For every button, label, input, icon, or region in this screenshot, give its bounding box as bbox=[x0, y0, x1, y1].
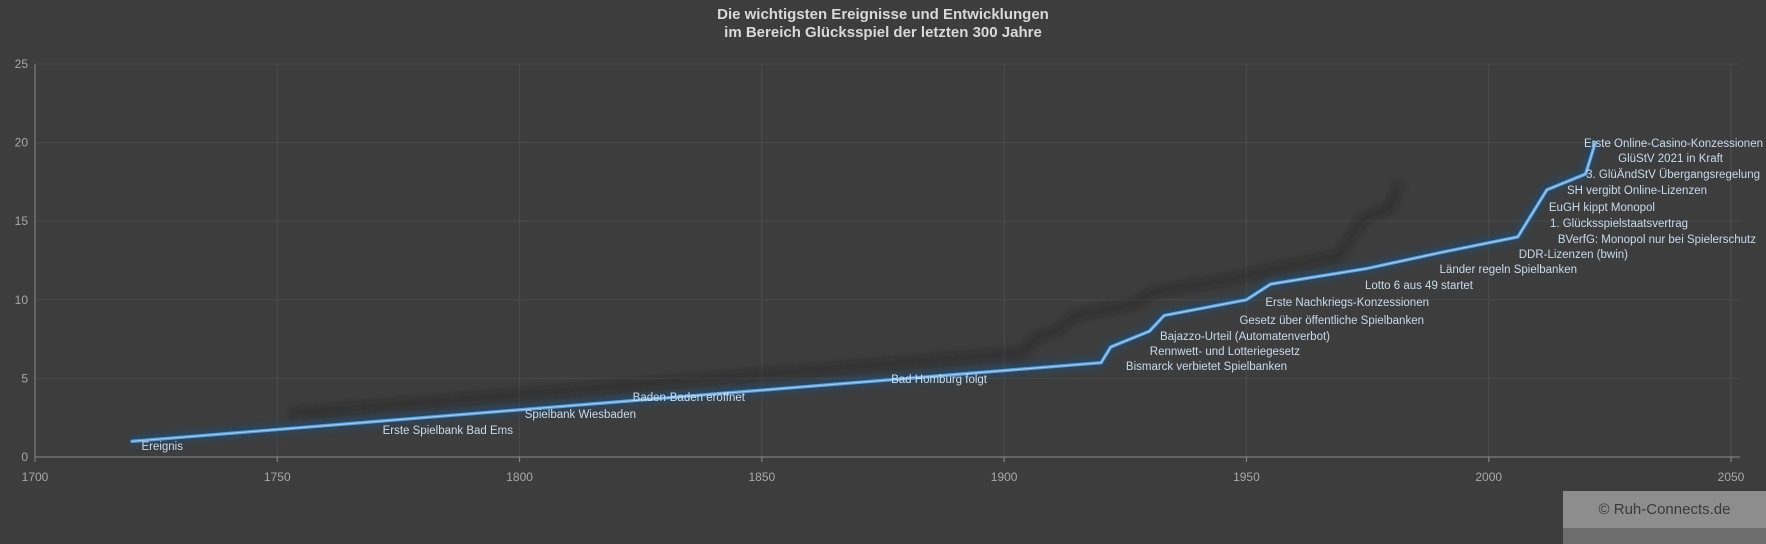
watermark-strip bbox=[1563, 528, 1766, 544]
event-label: Erste Nachkriegs-Konzessionen bbox=[1265, 297, 1429, 309]
chart-title-line1: Die wichtigsten Ereignisse und Entwicklu… bbox=[717, 6, 1049, 23]
x-axis-tick-label: 1700 bbox=[22, 470, 49, 484]
event-label: Länder regeln Spielbanken bbox=[1440, 264, 1577, 276]
event-label: Gesetz über öffentliche Spielbanken bbox=[1239, 315, 1424, 327]
event-label: EuGH kippt Monopol bbox=[1549, 202, 1655, 214]
event-label: DDR-Lizenzen (bwin) bbox=[1519, 249, 1628, 261]
event-label: Baden-Baden eröffnet bbox=[633, 392, 746, 404]
event-label: Bajazzo-Urteil (Automatenverbot) bbox=[1160, 331, 1330, 343]
event-label: GlüStV 2021 in Kraft bbox=[1618, 153, 1724, 165]
event-label: BVerfG: Monopol nur bei Spielerschutz bbox=[1558, 234, 1756, 246]
event-label: SH vergibt Online-Lizenzen bbox=[1567, 185, 1707, 197]
event-label: 1. Glücksspielstaatsvertrag bbox=[1550, 218, 1688, 230]
event-label: Erste Spielbank Bad Ems bbox=[383, 425, 514, 437]
event-label: Bad Homburg folgt bbox=[891, 374, 988, 386]
x-axis-tick-label: 1950 bbox=[1233, 470, 1260, 484]
chart-title: Die wichtigsten Ereignisse und Entwicklu… bbox=[0, 6, 1766, 42]
event-label: Ereignis bbox=[141, 441, 183, 453]
series-line-core bbox=[131, 142, 1596, 442]
chart-title-line2: im Bereich Glücksspiel der letzten 300 J… bbox=[724, 24, 1042, 41]
x-axis-tick-label: 1900 bbox=[991, 470, 1018, 484]
y-axis-tick-label: 10 bbox=[15, 293, 29, 307]
x-axis-tick-label: 1750 bbox=[264, 470, 291, 484]
y-axis-tick-label: 20 bbox=[15, 136, 29, 150]
event-label: 3. GlüÄndStV Übergangsregelung bbox=[1586, 169, 1760, 181]
y-axis-tick-label: 0 bbox=[21, 450, 28, 464]
y-axis-tick-label: 5 bbox=[21, 371, 28, 385]
series-shadow bbox=[290, 181, 1402, 416]
x-axis-tick-label: 2050 bbox=[1718, 470, 1745, 484]
x-axis-tick-label: 2000 bbox=[1475, 470, 1502, 484]
x-axis-tick-label: 1850 bbox=[749, 470, 776, 484]
y-axis-tick-label: 25 bbox=[15, 57, 29, 71]
watermark-box: © Ruh-Connects.de bbox=[1563, 491, 1766, 528]
event-label: Spielbank Wiesbaden bbox=[525, 409, 636, 421]
watermark-text: © Ruh-Connects.de bbox=[1598, 501, 1731, 518]
event-label: Rennwett- und Lotteriegesetz bbox=[1150, 346, 1300, 358]
y-axis-tick-label: 15 bbox=[15, 214, 29, 228]
event-label: Bismarck verbietet Spielbanken bbox=[1126, 361, 1287, 373]
event-label: Lotto 6 aus 49 startet bbox=[1365, 280, 1474, 292]
event-label: Erste Online-Casino-Konzessionen bbox=[1584, 138, 1763, 150]
x-axis-tick-label: 1800 bbox=[506, 470, 533, 484]
